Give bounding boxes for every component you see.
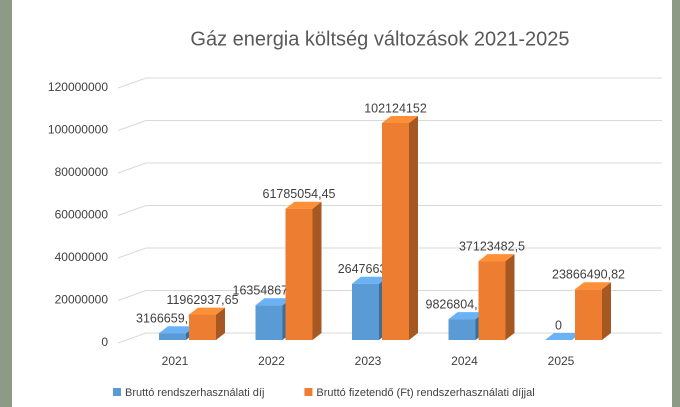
data-label: 0 (555, 318, 562, 332)
y-tick-label: 100000000 (48, 123, 108, 137)
x-tick-label: 2025 (548, 354, 575, 368)
bar-top (448, 312, 485, 320)
bar-top (575, 282, 611, 290)
bar-side (312, 201, 322, 340)
grid-line (117, 120, 662, 131)
y-tick-label: 60000000 (55, 208, 109, 222)
bar-top (285, 201, 322, 209)
legend-swatch (304, 388, 313, 396)
x-tick-label: 2021 (162, 354, 189, 368)
bar-side (409, 115, 418, 340)
bar-top (159, 326, 195, 334)
y-tick-label: 80000000 (55, 165, 109, 179)
bar-top (189, 307, 225, 315)
grid-line (117, 162, 662, 174)
bar-top (382, 115, 418, 123)
data-label: 61785054,45 (263, 187, 336, 201)
bar-top (545, 333, 581, 340)
bar (448, 319, 476, 340)
y-tick-label: 120000000 (48, 80, 108, 94)
bar-side (216, 307, 225, 340)
data-label: 102124152 (364, 101, 427, 115)
bar-top (255, 298, 292, 306)
data-label: 23866490,82 (552, 268, 625, 282)
y-tick-label: 40000000 (55, 250, 109, 264)
bar (255, 305, 283, 340)
data-label: 26476632 (338, 262, 394, 276)
x-tick-label: 2022 (258, 354, 285, 368)
chart-area (12, 0, 672, 407)
bar (352, 283, 379, 340)
bar-top (478, 254, 515, 262)
bar (478, 261, 506, 340)
grid-line (117, 205, 662, 216)
x-tick-label: 2023 (355, 354, 382, 368)
bar (285, 208, 313, 340)
bar (189, 314, 216, 340)
bar-top (352, 276, 388, 284)
chart-title: Gáz energia költség változások 2021-2025 (190, 28, 569, 50)
grid-line (117, 77, 662, 89)
bar-side (505, 254, 515, 340)
y-tick-label: 20000000 (55, 293, 109, 307)
bar (575, 289, 602, 340)
bar-side (602, 282, 611, 340)
x-tick-label: 2024 (451, 354, 478, 368)
y-tick-label: 0 (101, 335, 108, 349)
data-label: 37123482,5 (459, 239, 525, 253)
legend-label: Bruttó rendszerhasználati díj (125, 387, 264, 399)
legend-swatch (113, 388, 121, 396)
data-label: 11962937,65 (166, 293, 238, 307)
bar (159, 333, 186, 340)
bar (382, 122, 409, 340)
grid-line (117, 247, 662, 259)
legend-label: Bruttó fizetendő (Ft) rendszerhasználati… (316, 387, 534, 399)
